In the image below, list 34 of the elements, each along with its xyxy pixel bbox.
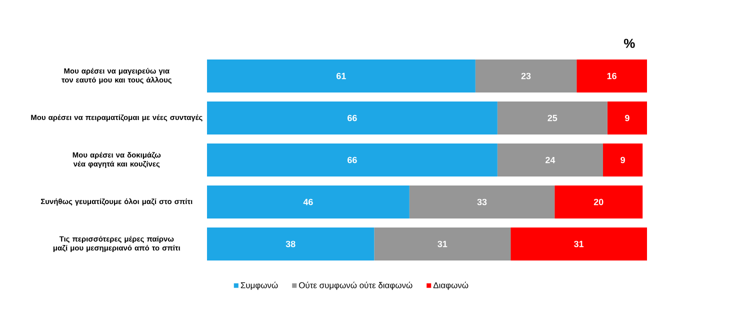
bar xyxy=(409,186,555,219)
bar xyxy=(207,186,410,219)
bar xyxy=(576,60,648,93)
legend-label: Διαφωνώ xyxy=(433,282,468,290)
data-label: 33 xyxy=(477,198,487,206)
data-label: 46 xyxy=(303,198,313,206)
data-label: 9 xyxy=(625,114,630,122)
data-label: 25 xyxy=(548,114,558,122)
legend-label: Ούτε συμφωνώ ούτε διαφωνώ xyxy=(299,282,412,290)
bar xyxy=(607,102,648,135)
bar xyxy=(374,228,511,261)
data-label: 38 xyxy=(286,240,296,248)
text: % xyxy=(624,38,635,48)
bar xyxy=(207,144,498,177)
data-label: 16 xyxy=(607,72,616,80)
legend-label: Συμφωνώ xyxy=(240,282,278,290)
data-label: 66 xyxy=(348,156,357,164)
data-label: 66 xyxy=(348,114,357,122)
data-label: 31 xyxy=(438,240,448,248)
bar xyxy=(510,228,648,261)
bar xyxy=(497,102,608,135)
data-label: 61 xyxy=(336,72,346,80)
bar xyxy=(207,102,498,135)
bar xyxy=(497,144,604,177)
bar xyxy=(207,60,476,93)
data-label: 9 xyxy=(620,156,625,164)
data-label: 23 xyxy=(521,72,531,80)
data-label: 20 xyxy=(594,198,604,206)
bar xyxy=(603,144,643,177)
data-label: 31 xyxy=(574,240,584,248)
bar xyxy=(554,186,643,219)
data-label: 24 xyxy=(546,156,556,164)
bar xyxy=(207,228,374,261)
bar xyxy=(475,60,577,93)
